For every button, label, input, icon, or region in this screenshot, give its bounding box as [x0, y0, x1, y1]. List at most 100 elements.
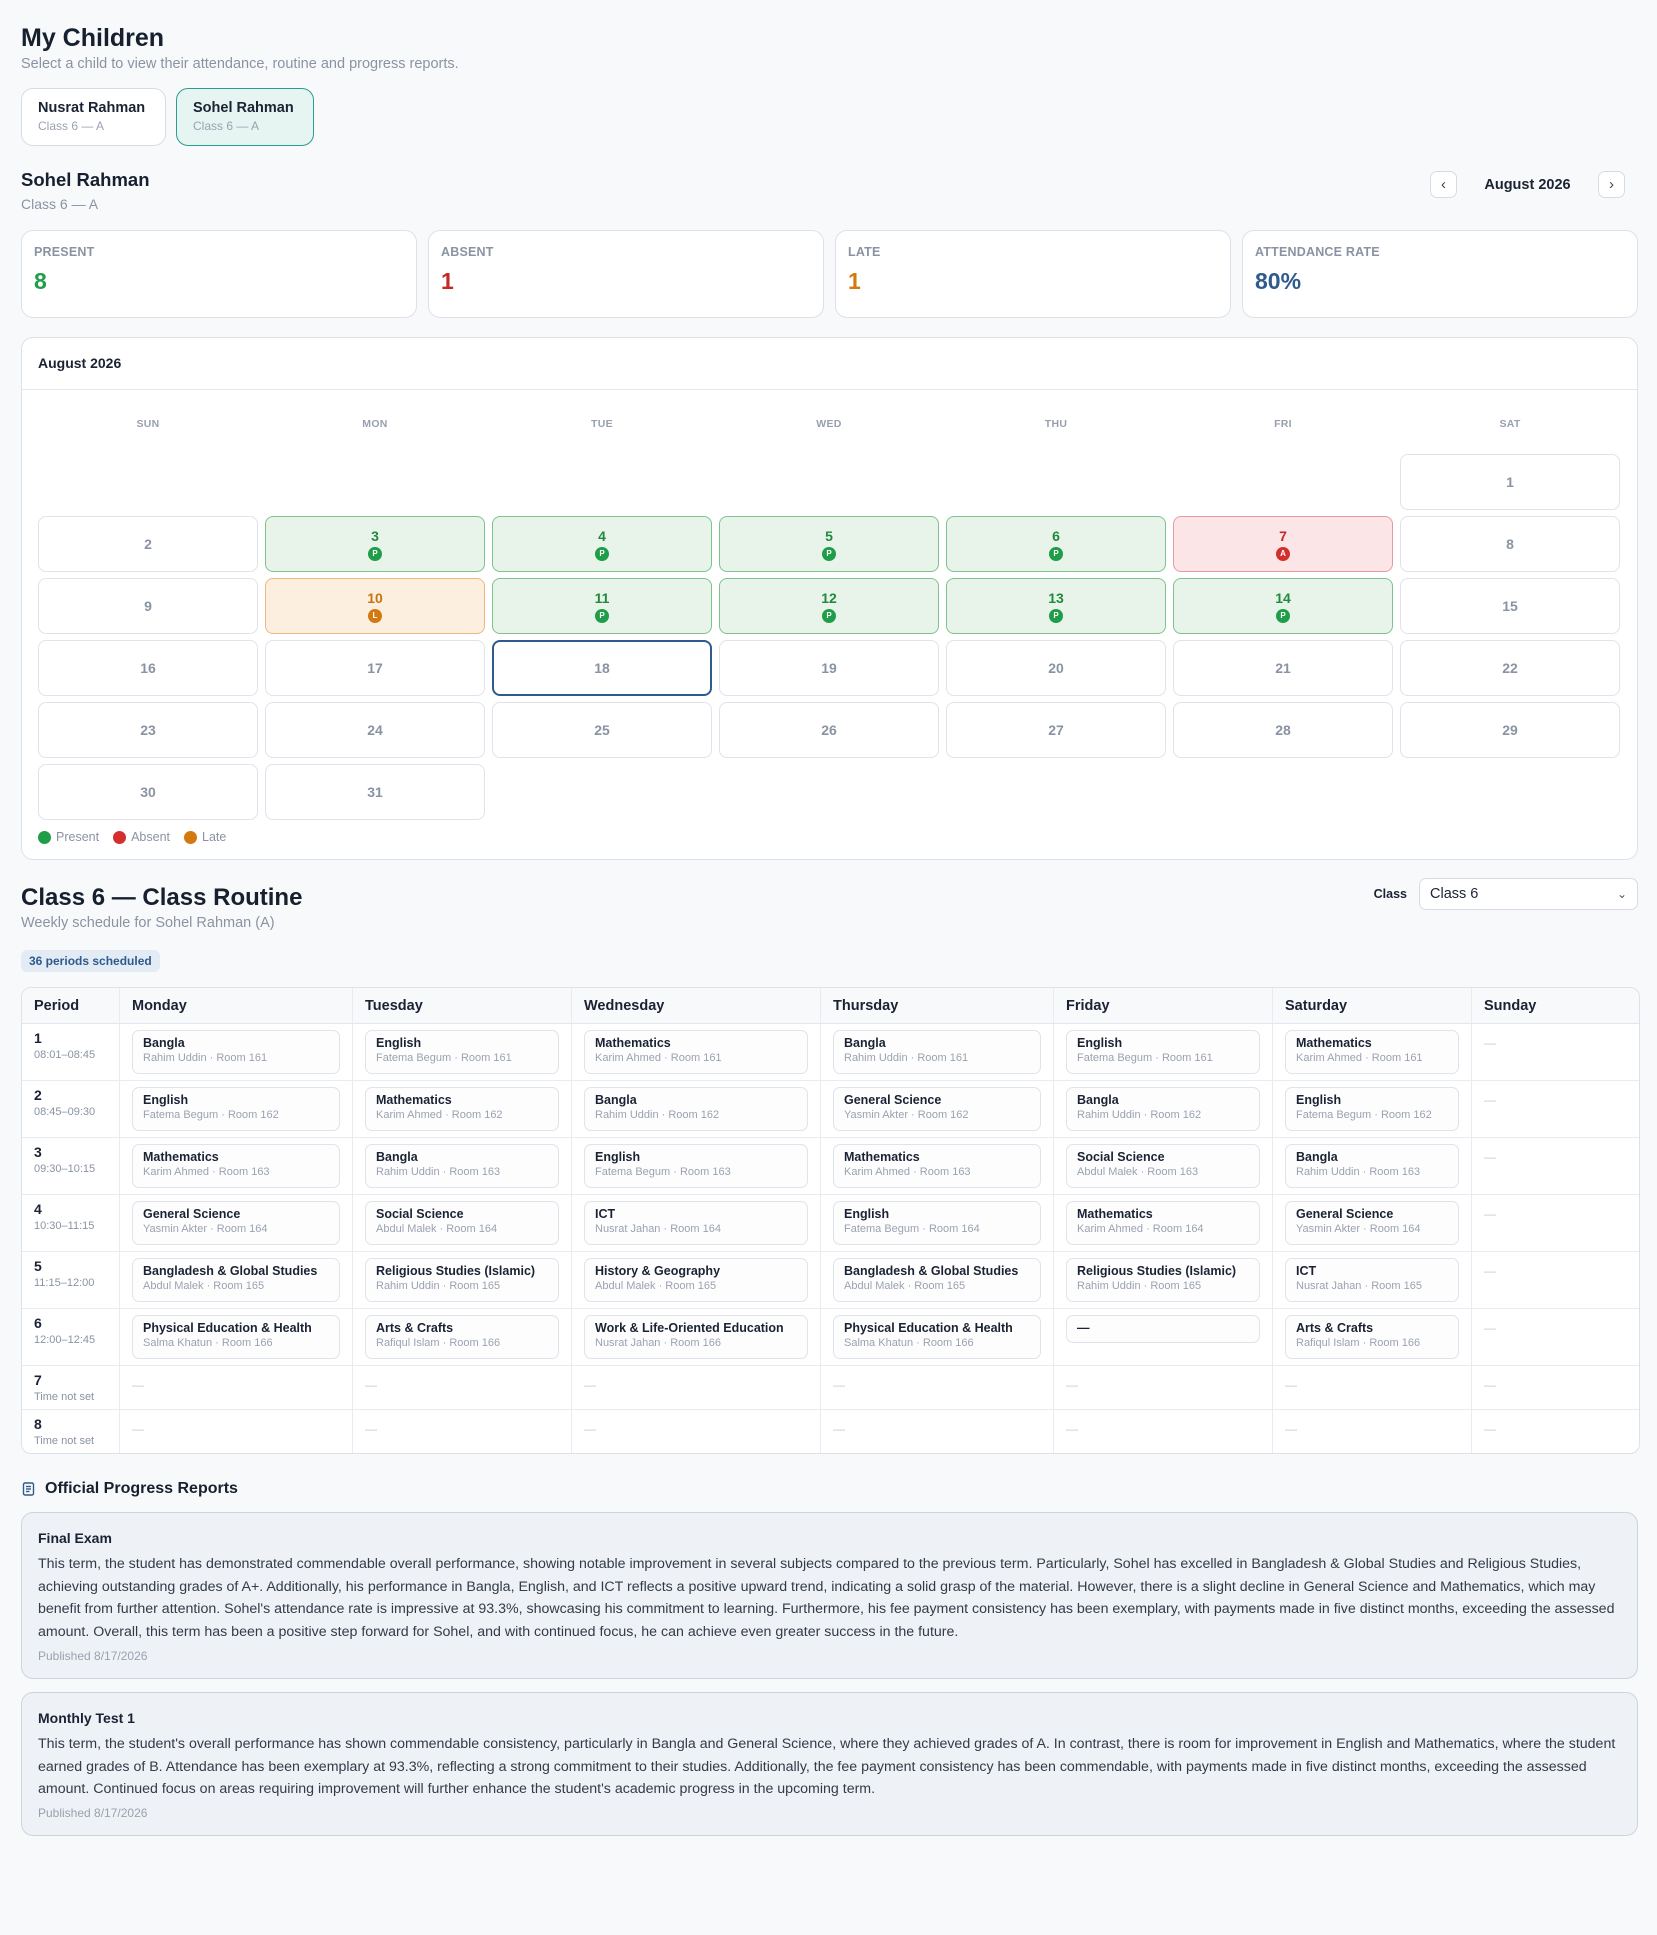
calendar-day[interactable]: 26	[719, 702, 939, 758]
routine-body: 1 08:01–08:45 Bangla Rahim Uddin · Room 161…	[22, 1024, 1639, 1453]
routine-slot[interactable]: Bangla Rahim Uddin · Room 163	[365, 1144, 559, 1188]
routine-slot[interactable]: Religious Studies (Islamic) Rahim Uddin ·…	[1066, 1258, 1260, 1302]
routine-slot[interactable]: English Fatema Begum · Room 162	[132, 1087, 340, 1131]
routine-slot[interactable]: Arts & Crafts Rafiqul Islam · Room 166	[365, 1315, 559, 1359]
day-number: 11	[594, 589, 610, 606]
stat-label: LATE	[848, 245, 881, 259]
period-cell: 5 11:15–12:00	[22, 1252, 120, 1309]
column-header: Saturday	[1273, 988, 1472, 1024]
routine-slot[interactable]: History & Geography Abdul Malek · Room 16…	[584, 1258, 808, 1302]
child-tab-sohel[interactable]: Sohel Rahman Class 6 — A	[176, 88, 314, 146]
calendar-day[interactable]: 1	[1400, 454, 1620, 510]
calendar-day[interactable]: 21	[1173, 640, 1393, 696]
routine-slot[interactable]: English Fatema Begum · Room 164	[833, 1201, 1041, 1245]
slot-subject: Mathematics	[1077, 1207, 1153, 1221]
calendar-grid: SUN MON TUE WED THU FRI SAT 1 2 3 P 4 P 5 P 6 P 7 A 8 9 10 L 11…	[38, 418, 1622, 820]
routine-slot[interactable]: Bangla Rahim Uddin · Room 162	[584, 1087, 808, 1131]
routine-slot[interactable]: Social Science Abdul Malek · Room 164	[365, 1201, 559, 1245]
routine-slot[interactable]: ICT Nusrat Jahan · Room 164	[584, 1201, 808, 1245]
calendar-day[interactable]: 14 P	[1173, 578, 1393, 634]
calendar-day[interactable]: 23	[38, 702, 258, 758]
day-number: 5	[825, 527, 833, 544]
next-month-button[interactable]: ›	[1598, 171, 1625, 198]
calendar-day[interactable]: 11 P	[492, 578, 712, 634]
routine-cell: Social Science Abdul Malek · Room 164	[353, 1195, 572, 1252]
routine-slot[interactable]: English Fatema Begum · Room 163	[584, 1144, 808, 1188]
routine-cell: English Fatema Begum · Room 162	[120, 1081, 353, 1138]
calendar-day[interactable]: 8	[1400, 516, 1620, 572]
slot-subject: Mathematics	[1296, 1036, 1372, 1050]
calendar-day[interactable]: 19	[719, 640, 939, 696]
routine-cell: Bangla Rahim Uddin · Room 161	[120, 1024, 353, 1081]
calendar-day[interactable]: 20	[946, 640, 1166, 696]
child-tab-nusrat[interactable]: Nusrat Rahman Class 6 — A	[21, 88, 166, 146]
routine-slot[interactable]: General Science Yasmin Akter · Room 164	[132, 1201, 340, 1245]
routine-slot[interactable]: Religious Studies (Islamic) Rahim Uddin ·…	[365, 1258, 559, 1302]
calendar-day[interactable]: 17	[265, 640, 485, 696]
prev-month-button[interactable]: ‹	[1430, 171, 1457, 198]
calendar-day[interactable]: 10 L	[265, 578, 485, 634]
routine-slot[interactable]: Bangla Rahim Uddin · Room 161	[132, 1030, 340, 1074]
routine-slot[interactable]: Mathematics Karim Ahmed · Room 161	[584, 1030, 808, 1074]
slot-subject: English	[143, 1093, 189, 1107]
routine-slot[interactable]: Bangla Rahim Uddin · Room 161	[833, 1030, 1041, 1074]
calendar-day[interactable]: 25	[492, 702, 712, 758]
period-cell: 6 12:00–12:45	[22, 1309, 120, 1366]
calendar-day[interactable]: 9	[38, 578, 258, 634]
slot-subject: English	[1296, 1093, 1342, 1107]
routine-slot[interactable]: ICT Nusrat Jahan · Room 165	[1285, 1258, 1459, 1302]
period-time: 12:00–12:45	[34, 1334, 96, 1346]
routine-slot[interactable]: Social Science Abdul Malek · Room 163	[1066, 1144, 1260, 1188]
calendar-day[interactable]: 22	[1400, 640, 1620, 696]
empty-slot: —	[1285, 1378, 1297, 1392]
routine-slot[interactable]: Mathematics Karim Ahmed · Room 163	[833, 1144, 1041, 1188]
routine-slot[interactable]: Bangladesh & Global Studies Abdul Malek ·…	[833, 1258, 1041, 1302]
routine-slot[interactable]: General Science Yasmin Akter · Room 164	[1285, 1201, 1459, 1245]
period-time: 11:15–12:00	[34, 1277, 95, 1289]
calendar-day[interactable]: 27	[946, 702, 1166, 758]
slot-teacher-room: Karim Ahmed · Room 161	[595, 1052, 722, 1064]
class-select[interactable]: Class 6 ⌄	[1419, 878, 1638, 910]
calendar-day[interactable]: 12 P	[719, 578, 939, 634]
calendar-day[interactable]: 30	[38, 764, 258, 820]
routine-slot[interactable]: English Fatema Begum · Room 161	[365, 1030, 559, 1074]
routine-slot[interactable]: English Fatema Begum · Room 161	[1066, 1030, 1260, 1074]
calendar-day[interactable]: 24	[265, 702, 485, 758]
class-select-value: Class 6	[1430, 886, 1479, 902]
routine-slot[interactable]: Bangla Rahim Uddin · Room 163	[1285, 1144, 1459, 1188]
routine-slot[interactable]: English Fatema Begum · Room 162	[1285, 1087, 1459, 1131]
routine-slot[interactable]: Physical Education & Health Salma Khatun …	[833, 1315, 1041, 1359]
calendar-day[interactable]: 2	[38, 516, 258, 572]
routine-slot[interactable]: Mathematics Karim Ahmed · Room 161	[1285, 1030, 1459, 1074]
routine-cell: Physical Education & Health Salma Khatun …	[821, 1309, 1054, 1366]
routine-slot[interactable]: General Science Yasmin Akter · Room 162	[833, 1087, 1041, 1131]
routine-slot[interactable]: Physical Education & Health Salma Khatun …	[132, 1315, 340, 1359]
calendar-day[interactable]: 16	[38, 640, 258, 696]
slot-teacher-room: Fatema Begum · Room 162	[143, 1109, 279, 1121]
stat-absent: ABSENT 1	[428, 230, 824, 318]
slot-teacher-room: Nusrat Jahan · Room 165	[1296, 1280, 1422, 1292]
column-header: Friday	[1054, 988, 1273, 1024]
calendar-day[interactable]: 28	[1173, 702, 1393, 758]
calendar-day[interactable]: 29	[1400, 702, 1620, 758]
routine-slot[interactable]: —	[1066, 1315, 1260, 1343]
routine-slot[interactable]: Work & Life-Oriented Education Nusrat Jah…	[584, 1315, 808, 1359]
routine-title: Class 6 — Class Routine	[21, 884, 303, 911]
routine-slot[interactable]: Bangla Rahim Uddin · Room 162	[1066, 1087, 1260, 1131]
calendar-day[interactable]: 13 P	[946, 578, 1166, 634]
routine-cell: —	[1472, 1138, 1639, 1195]
calendar-day[interactable]: 31	[265, 764, 485, 820]
routine-slot[interactable]: Mathematics Karim Ahmed · Room 163	[132, 1144, 340, 1188]
routine-slot[interactable]: Arts & Crafts Rafiqul Islam · Room 166	[1285, 1315, 1459, 1359]
calendar-day[interactable]: 15	[1400, 578, 1620, 634]
routine-slot[interactable]: Bangladesh & Global Studies Abdul Malek ·…	[132, 1258, 340, 1302]
routine-slot[interactable]: Mathematics Karim Ahmed · Room 162	[365, 1087, 559, 1131]
calendar-day-today[interactable]: 18	[492, 640, 712, 696]
routine-slot[interactable]: Mathematics Karim Ahmed · Room 164	[1066, 1201, 1260, 1245]
report-published-date: Published 8/17/2026	[38, 1805, 148, 1820]
